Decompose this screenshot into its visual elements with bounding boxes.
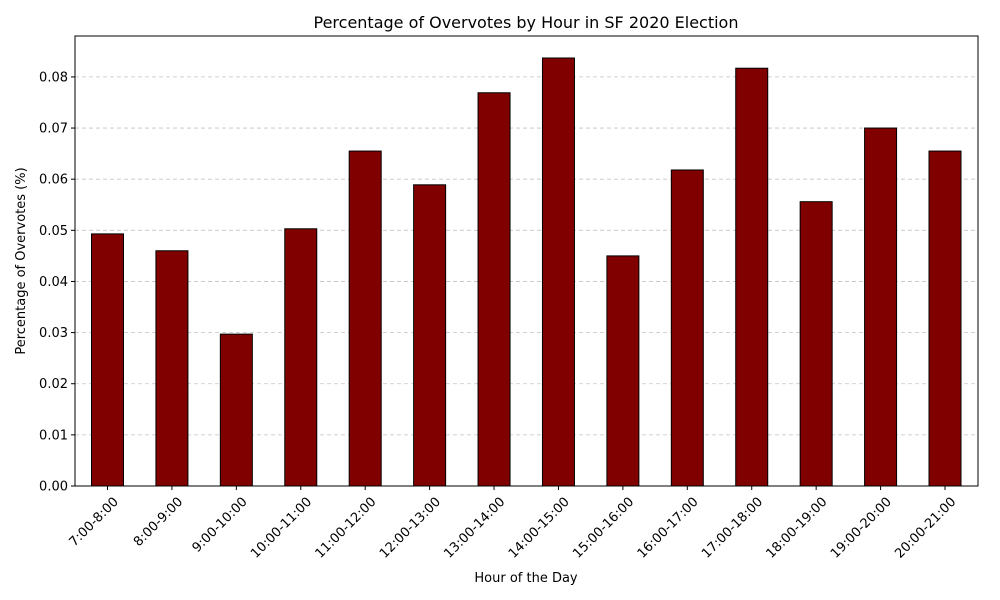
x-tick-label: 16:00-17:00 bbox=[635, 495, 702, 562]
bar-14:00-15:00 bbox=[541, 57, 575, 487]
x-tick-label: 9:00-10:00 bbox=[190, 495, 251, 556]
x-tick-label: 18:00-19:00 bbox=[764, 495, 831, 562]
x-tick-label: 14:00-15:00 bbox=[506, 495, 573, 562]
x-tick-label: 7:00-8:00 bbox=[67, 495, 122, 550]
bar-19:00-20:00 bbox=[864, 127, 898, 487]
bar-7:00-8:00 bbox=[91, 233, 124, 487]
bar-10:00-11:00 bbox=[284, 228, 318, 487]
x-tick-label: 15:00-16:00 bbox=[570, 495, 637, 562]
bar-17:00-18:00 bbox=[735, 67, 769, 487]
y-tick-label: 0.00 bbox=[39, 480, 68, 495]
x-axis-ticks: 7:00-8:00 8:00-9:00 9:00-10:0010:00-11:001… bbox=[67, 486, 959, 562]
x-tick-label: 20:00-21:00 bbox=[892, 495, 959, 562]
bar-20:00-21:00 bbox=[928, 150, 962, 487]
y-tick-label: 0.01 bbox=[39, 428, 68, 443]
bar-13:00-14:00 bbox=[477, 92, 511, 487]
bar-16:00-17:00 bbox=[670, 169, 704, 487]
x-tick-label: 8:00-9:00 bbox=[131, 495, 186, 550]
y-tick-label: 0.03 bbox=[39, 326, 68, 341]
x-tick-label: 19:00-20:00 bbox=[828, 495, 895, 562]
bar-11:00-12:00 bbox=[348, 150, 382, 487]
bar-15:00-16:00 bbox=[606, 255, 640, 487]
y-tick-label: 0.08 bbox=[39, 70, 68, 85]
y-axis-ticks: 0.00 0.01 0.02 0.03 0.04 0.05 0.06 0.07 0.08 bbox=[39, 70, 75, 495]
y-tick-label: 0.05 bbox=[39, 224, 68, 239]
y-tick-label: 0.02 bbox=[39, 377, 68, 392]
bar-18:00-19:00 bbox=[799, 201, 833, 487]
chart-title: Percentage of Overvotes by Hour in SF 20… bbox=[314, 13, 739, 32]
x-tick-label: 11:00-12:00 bbox=[313, 495, 380, 562]
x-tick-label: 10:00-11:00 bbox=[248, 495, 315, 562]
bar-9:00-10:00 bbox=[219, 333, 253, 487]
x-tick-label: 12:00-13:00 bbox=[377, 495, 444, 562]
bars bbox=[91, 57, 962, 487]
y-tick-label: 0.07 bbox=[39, 122, 68, 137]
y-tick-label: 0.06 bbox=[39, 173, 68, 188]
y-tick-label: 0.04 bbox=[39, 275, 68, 290]
bar-12:00-13:00 bbox=[413, 184, 447, 487]
y-axis-label: Percentage of Overvotes (%) bbox=[14, 167, 29, 354]
x-axis-label: Hour of the Day bbox=[474, 571, 578, 586]
plot-frame bbox=[74, 35, 979, 487]
bar-8:00-9:00 bbox=[155, 250, 189, 487]
gridlines bbox=[75, 76, 978, 436]
x-tick-label: 17:00-18:00 bbox=[699, 495, 766, 562]
x-tick-label: 13:00-14:00 bbox=[441, 495, 508, 562]
